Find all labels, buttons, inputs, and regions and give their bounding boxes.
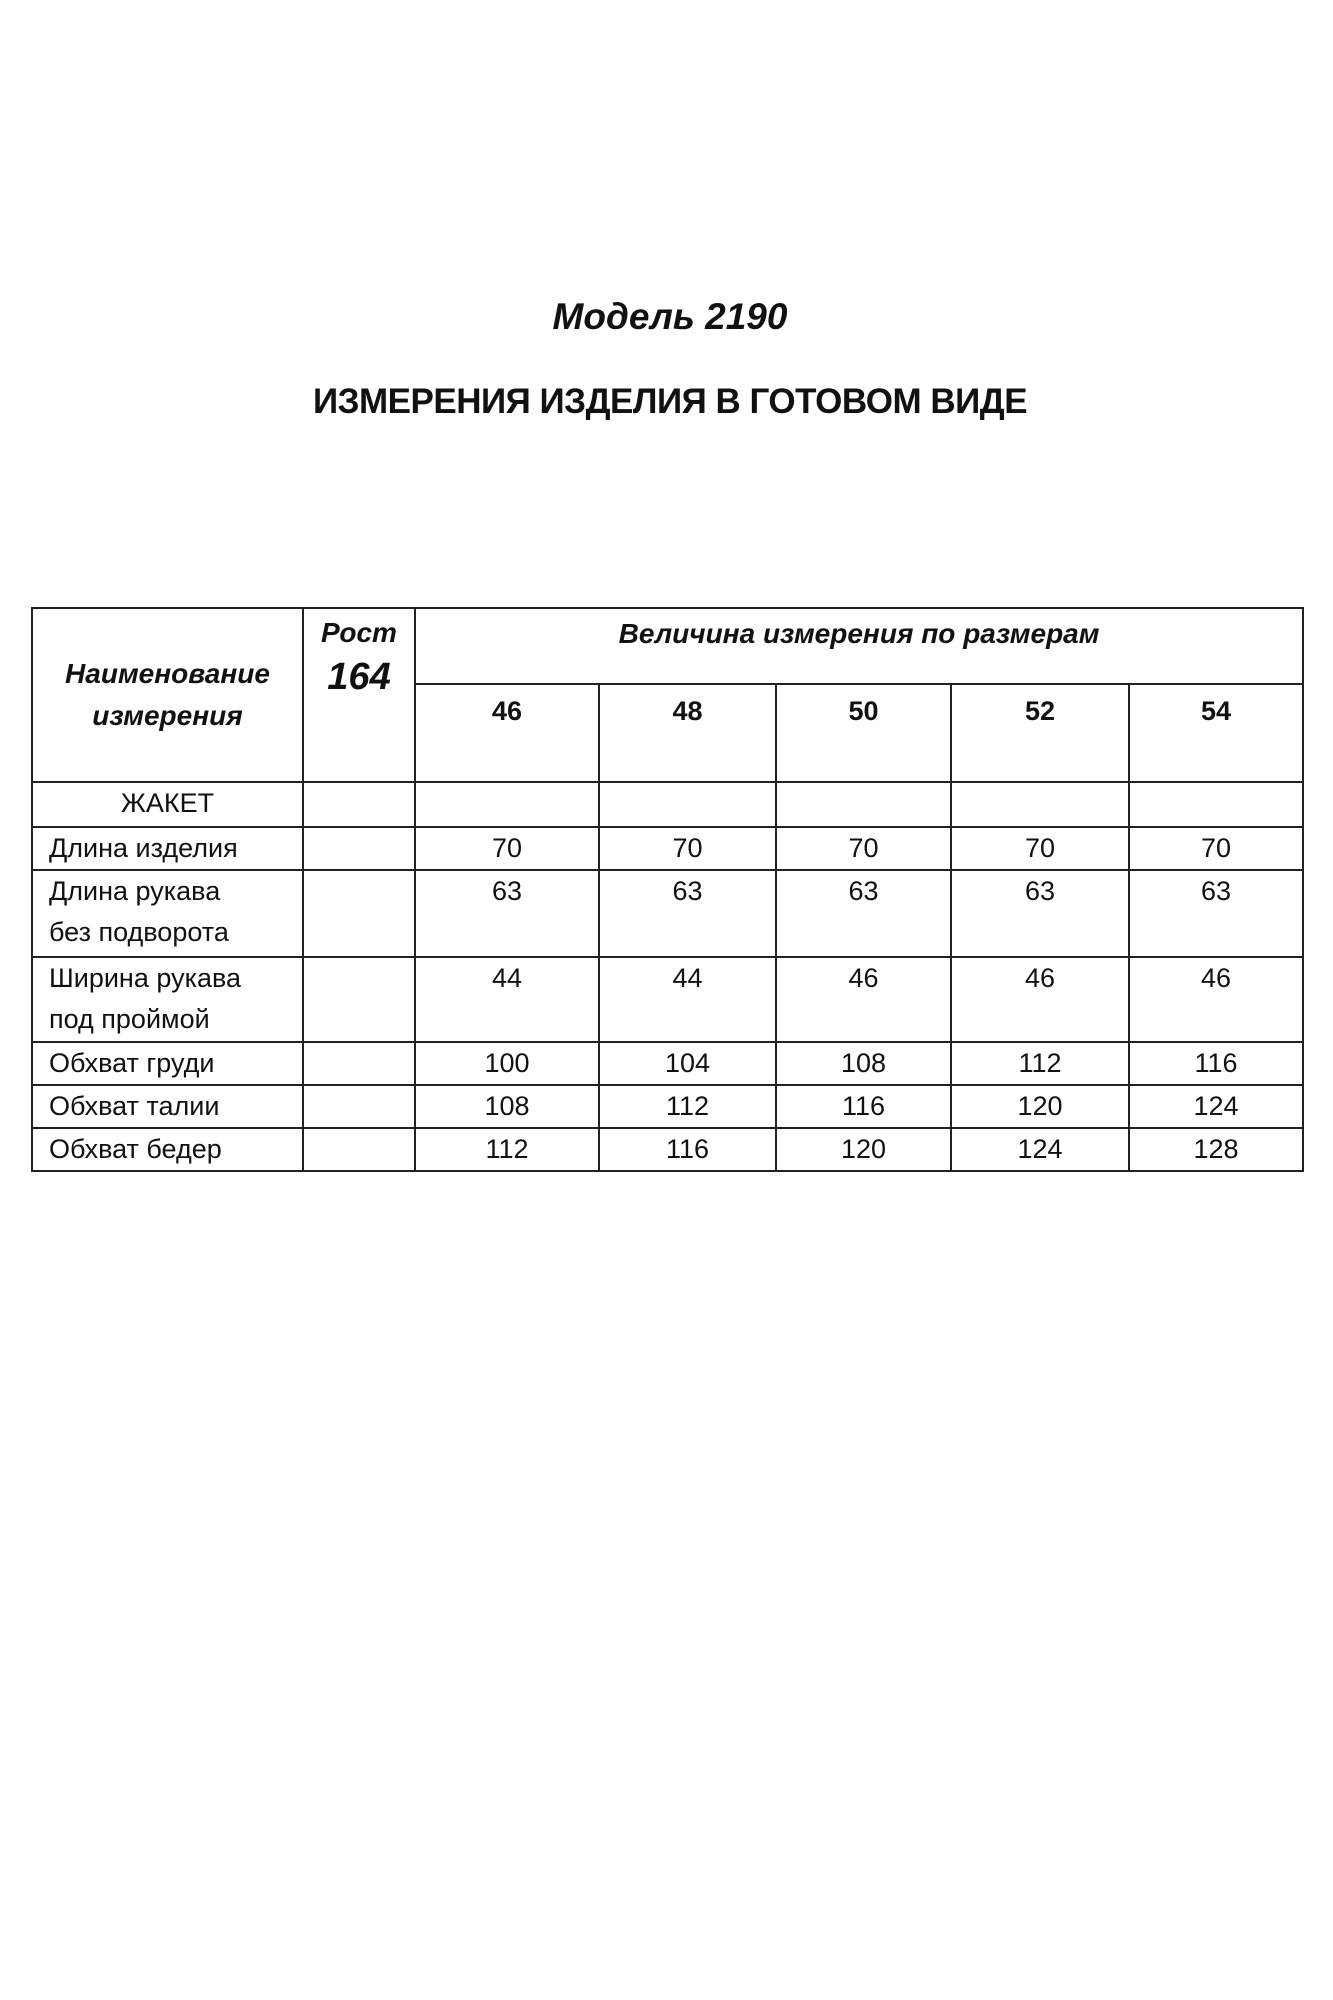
name-line2: без подворота bbox=[49, 917, 229, 947]
size-header-52: 52 bbox=[950, 683, 1130, 783]
value-cell: 128 bbox=[1127, 1127, 1305, 1172]
rost-cell bbox=[302, 1084, 416, 1129]
value-cell: 100 bbox=[414, 1041, 600, 1086]
rost-cell bbox=[302, 956, 416, 1043]
table-row: Обхват груди 100 104 108 112 116 bbox=[31, 1041, 1305, 1086]
value-cell: 70 bbox=[414, 826, 600, 871]
value-cell: 112 bbox=[950, 1041, 1130, 1086]
rost-value: 164 bbox=[327, 656, 391, 698]
header-sizes: Величина измерения по размерам bbox=[413, 607, 1305, 685]
header-rost: Рост 164 bbox=[302, 607, 416, 783]
table-row: Длина изделия 70 70 70 70 70 bbox=[31, 826, 1305, 871]
measurement-name: Обхват талии bbox=[31, 1084, 304, 1129]
rost-cell bbox=[302, 826, 416, 871]
name-line1: Длина рукава bbox=[49, 876, 221, 906]
rost-cell bbox=[302, 1041, 416, 1086]
value-cell: 116 bbox=[598, 1127, 777, 1172]
value-cell: 63 bbox=[775, 869, 952, 958]
value-cell: 120 bbox=[775, 1127, 952, 1172]
value-cell: 120 bbox=[950, 1084, 1130, 1129]
table-row: Обхват бедер 112 116 120 124 128 bbox=[31, 1127, 1305, 1172]
value-cell: 70 bbox=[1127, 826, 1305, 871]
value-cell: 124 bbox=[1127, 1084, 1305, 1129]
value-cell: 63 bbox=[1127, 869, 1305, 958]
measurement-name: Обхват бедер bbox=[31, 1127, 304, 1172]
header-name-line2: измерения bbox=[92, 700, 243, 731]
value-cell: 70 bbox=[598, 826, 777, 871]
table-row: Длина рукава без подворота 63 63 63 63 63 bbox=[31, 869, 1305, 958]
header-measurement-name: Наименование измерения bbox=[31, 607, 304, 783]
value-cell: 108 bbox=[775, 1041, 952, 1086]
name-line1: Обхват груди bbox=[49, 1048, 215, 1078]
name-line1: Обхват бедер bbox=[49, 1134, 222, 1164]
model-title: Модель 2190 bbox=[552, 296, 788, 337]
value-cell: 116 bbox=[1127, 1041, 1305, 1086]
table-row: Ширина рукава под проймой 44 44 46 46 46 bbox=[31, 956, 1305, 1043]
name-line1: Обхват талии bbox=[49, 1091, 220, 1121]
name-line2: под проймой bbox=[49, 1004, 210, 1034]
value-cell: 44 bbox=[414, 956, 600, 1043]
size-header-50: 50 bbox=[775, 683, 952, 783]
measurements-table: Наименование измерения Рост 164 Величина… bbox=[31, 607, 1305, 1172]
measurement-name: Обхват груди bbox=[31, 1041, 304, 1086]
header-name-line1: Наименование bbox=[65, 658, 270, 689]
value-cell: 104 bbox=[598, 1041, 777, 1086]
value-cell: 70 bbox=[775, 826, 952, 871]
measurement-name: Длина рукава без подворота bbox=[31, 869, 304, 958]
value-cell: 44 bbox=[598, 956, 777, 1043]
size-header-48: 48 bbox=[598, 683, 777, 783]
rost-cell bbox=[302, 1127, 416, 1172]
rost-cell bbox=[302, 869, 416, 958]
table-row: Обхват талии 108 112 116 120 124 bbox=[31, 1084, 1305, 1129]
size-header-54: 54 bbox=[1127, 683, 1305, 783]
value-cell: 63 bbox=[414, 869, 600, 958]
value-cell: 116 bbox=[775, 1084, 952, 1129]
rost-label: Рост bbox=[321, 617, 397, 648]
value-cell: 46 bbox=[775, 956, 952, 1043]
value-cell: 112 bbox=[414, 1127, 600, 1172]
measurement-name: Ширина рукава под проймой bbox=[31, 956, 304, 1043]
page-heading: ИЗМЕРЕНИЯ ИЗДЕЛИЯ В ГОТОВОМ ВИДЕ bbox=[312, 382, 1028, 421]
value-cell: 63 bbox=[950, 869, 1130, 958]
value-cell: 46 bbox=[1127, 956, 1305, 1043]
name-line1: Длина изделия bbox=[49, 833, 238, 863]
value-cell: 124 bbox=[950, 1127, 1130, 1172]
value-cell: 70 bbox=[950, 826, 1130, 871]
value-cell: 46 bbox=[950, 956, 1130, 1043]
value-cell: 112 bbox=[598, 1084, 777, 1129]
size-header-46: 46 bbox=[414, 683, 600, 783]
measurement-name: Длина изделия bbox=[31, 826, 304, 871]
section-label: ЖАКЕТ bbox=[31, 781, 304, 828]
value-cell: 108 bbox=[414, 1084, 600, 1129]
name-line1: Ширина рукава bbox=[49, 963, 242, 993]
value-cell: 63 bbox=[598, 869, 777, 958]
